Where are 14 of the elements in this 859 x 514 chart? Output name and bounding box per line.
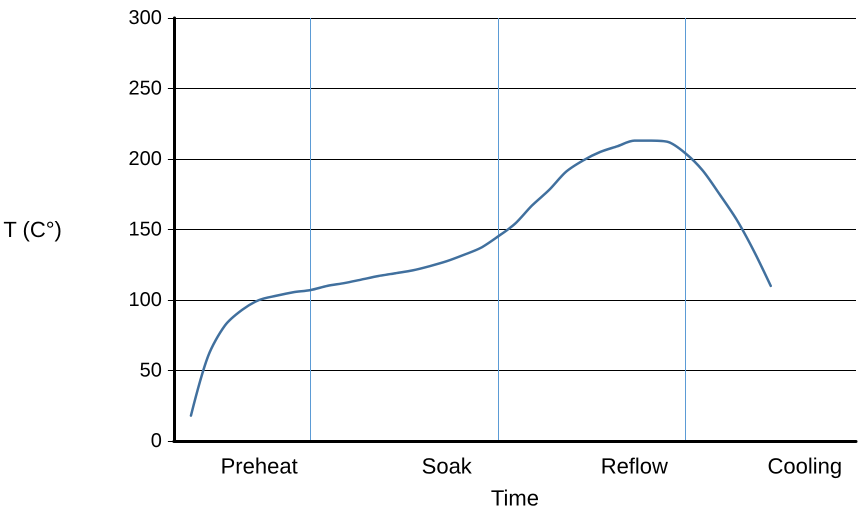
y-tick-label: 50 xyxy=(140,360,162,382)
y-tick-label: 0 xyxy=(150,430,162,452)
y-tick-label: 200 xyxy=(128,148,162,170)
y-tick-label: 100 xyxy=(128,289,162,311)
x-tick-label: Soak xyxy=(422,454,473,478)
y-axis-title: T (C°) xyxy=(3,217,62,242)
x-tick-label: Preheat xyxy=(220,454,298,478)
x-axis-title: Time xyxy=(490,486,539,510)
y-tick-label: 150 xyxy=(128,218,162,240)
y-tick-label: 250 xyxy=(128,78,162,100)
line-series xyxy=(190,139,772,417)
x-tick-label: Cooling xyxy=(768,454,842,478)
y-tick-label: 300 xyxy=(128,7,162,29)
x-tick-label: Reflow xyxy=(600,454,668,478)
